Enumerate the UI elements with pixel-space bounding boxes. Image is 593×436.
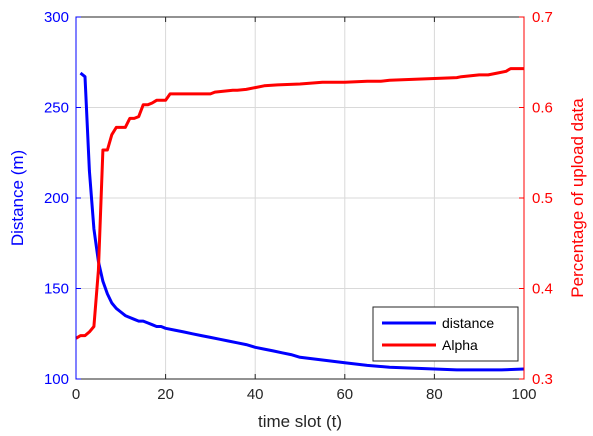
- x-tick-label: 40: [247, 386, 264, 403]
- y-left-tick-label: 100: [44, 371, 69, 388]
- y-left-tick-label: 200: [44, 190, 69, 207]
- legend-label-alpha: Alpha: [442, 337, 478, 353]
- axes-layer: 0 20 40 60 80 100 100 150 200 250 300 0.3 0.4 0.5 0.6 0…: [44, 9, 553, 403]
- y-right-tick-label: 0.6: [532, 100, 553, 117]
- x-tick-label: 0: [72, 386, 80, 403]
- x-tick-label: 80: [426, 386, 443, 403]
- x-tick-label: 20: [157, 386, 174, 403]
- y-axis-left-title: Distance (m): [8, 150, 27, 246]
- y-right-tick-label: 0.7: [532, 9, 553, 26]
- y-left-tick-label: 300: [44, 9, 69, 26]
- legend-box: [372, 306, 519, 362]
- legend: distance Alpha: [372, 306, 519, 362]
- x-axis-title: time slot (t): [258, 412, 342, 431]
- legend-label-distance: distance: [442, 315, 494, 331]
- y-right-tick-label: 0.3: [532, 371, 553, 388]
- series-line-distance: [79, 71, 525, 372]
- y-right-tick-label: 0.4: [532, 281, 553, 298]
- series-line-alpha: [75, 67, 524, 340]
- y-left-tick-label: 150: [44, 281, 69, 298]
- y-left-tick-label: 250: [44, 100, 69, 117]
- series-layer: [75, 67, 525, 372]
- y-right-tick-label: 0.5: [532, 190, 553, 207]
- x-tick-label: 60: [336, 386, 353, 403]
- y-axis-right-title: Percentage of upload data: [568, 98, 587, 298]
- x-tick-label: 100: [511, 386, 536, 403]
